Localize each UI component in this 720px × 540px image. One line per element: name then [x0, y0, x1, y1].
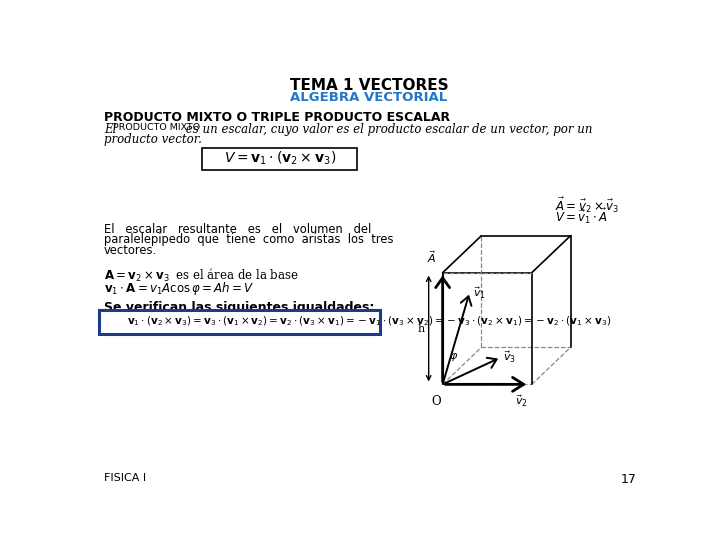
- Text: $\vec{A}$: $\vec{A}$: [427, 249, 436, 265]
- Text: $V = \mathbf{v}_1 \cdot (\mathbf{v}_2 \times \mathbf{v}_3)$: $V = \mathbf{v}_1 \cdot (\mathbf{v}_2 \t…: [224, 149, 336, 167]
- FancyBboxPatch shape: [99, 310, 380, 334]
- Text: PRODUCTO MIXTO O TRIPLE PRODUCTO ESCALAR: PRODUCTO MIXTO O TRIPLE PRODUCTO ESCALAR: [104, 111, 450, 124]
- Text: El: El: [104, 123, 120, 136]
- Text: $\mathbf{v}_1 \cdot (\mathbf{v}_2 \times \mathbf{v}_3) = \mathbf{v}_3 \cdot (\ma: $\mathbf{v}_1 \cdot (\mathbf{v}_2 \times…: [127, 314, 611, 328]
- Text: PRODUCTO MIXTO: PRODUCTO MIXTO: [113, 123, 200, 132]
- Text: $\mathbf{v}_1 \cdot \mathbf{A} = v_1 A \cos\varphi = Ah = V$: $\mathbf{v}_1 \cdot \mathbf{A} = v_1 A \…: [104, 280, 254, 298]
- Text: $\vec{v}_1$: $\vec{v}_1$: [473, 286, 486, 301]
- Text: vectores.: vectores.: [104, 244, 157, 257]
- Text: $\vec{A} = \vec{v}_2 \times \vec{v}_3$: $\vec{A} = \vec{v}_2 \times \vec{v}_3$: [555, 195, 618, 215]
- Text: O: O: [431, 395, 441, 408]
- Text: 17: 17: [621, 473, 636, 486]
- Text: $\vec{v}_3$: $\vec{v}_3$: [503, 349, 516, 365]
- Text: paralelepipedo  que  tiene  como  aristas  los  tres: paralelepipedo que tiene como aristas lo…: [104, 233, 393, 246]
- Text: Se verifican las siguientes igualdades:: Se verifican las siguientes igualdades:: [104, 301, 374, 314]
- Text: es un escalar, cuyo valor es el producto escalar de un vector, por un: es un escalar, cuyo valor es el producto…: [182, 123, 593, 136]
- Text: $V = \vec{v}_1 \cdot \vec{A}$: $V = \vec{v}_1 \cdot \vec{A}$: [555, 207, 608, 226]
- Text: TEMA 1 VECTORES: TEMA 1 VECTORES: [289, 78, 449, 93]
- Text: $\varphi$: $\varphi$: [449, 352, 458, 363]
- Text: $\vec{v}_2$: $\vec{v}_2$: [515, 394, 528, 409]
- Text: producto vector.: producto vector.: [104, 133, 202, 146]
- Text: h: h: [418, 323, 425, 334]
- Bar: [202, 148, 357, 170]
- Text: $\mathbf{A} = \mathbf{v}_2 \times \mathbf{v}_3\;$ es el área de la base: $\mathbf{A} = \mathbf{v}_2 \times \mathb…: [104, 267, 299, 285]
- Text: FISICA I: FISICA I: [104, 473, 146, 483]
- Text: El   escalar   resultante   es   el   volumen   del: El escalar resultante es el volumen del: [104, 222, 372, 235]
- Text: ALGEBRA VECTORIAL: ALGEBRA VECTORIAL: [290, 91, 448, 104]
